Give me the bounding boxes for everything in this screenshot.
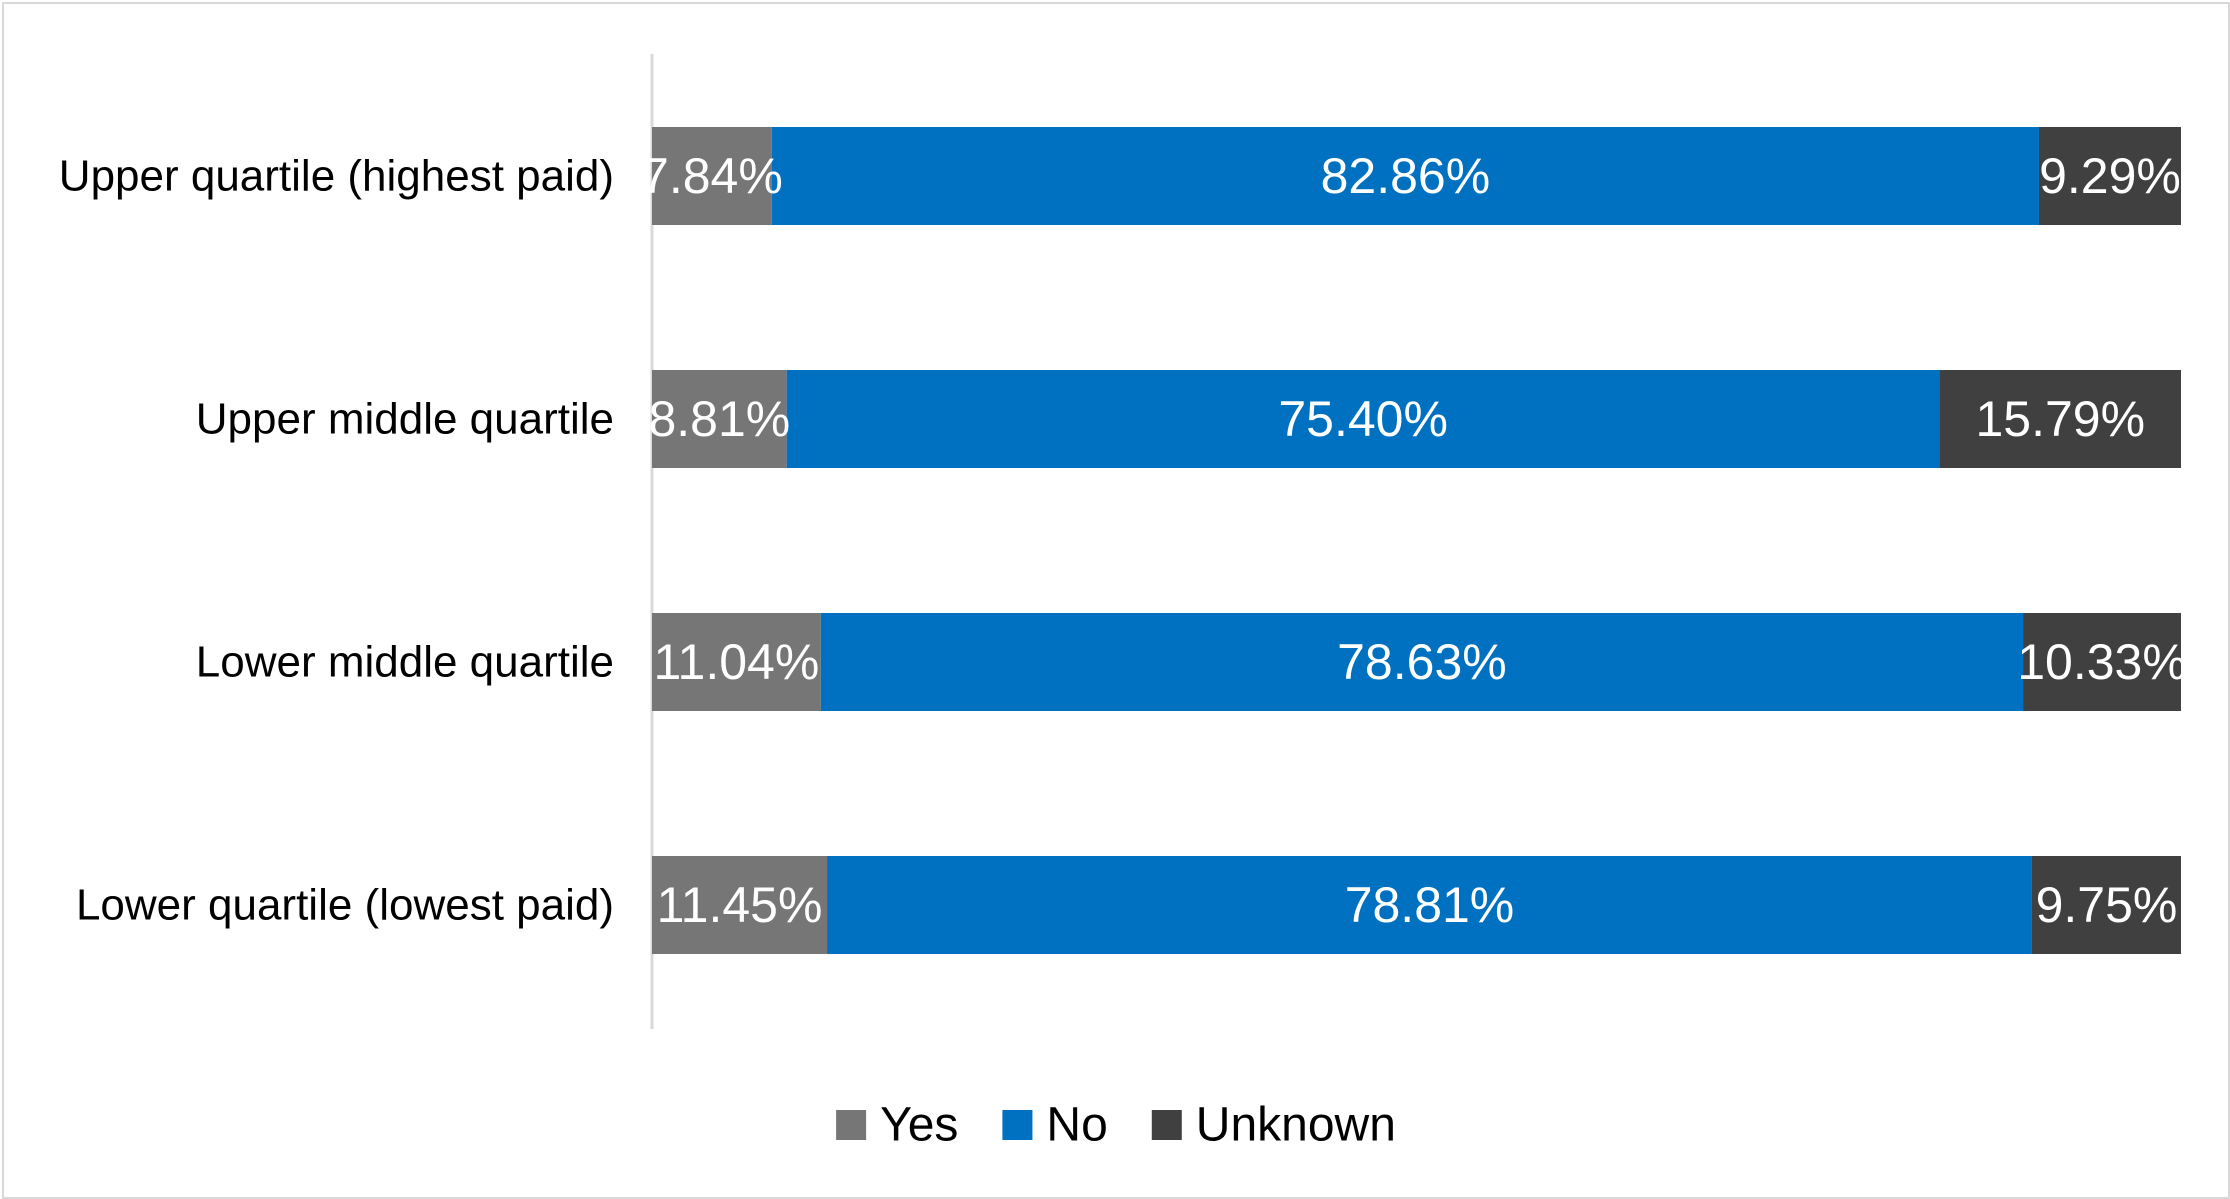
- bar-segment-no: [786, 370, 1940, 468]
- data-label-no: 78.63%: [1337, 634, 1507, 690]
- data-labels: 7.84% 82.86% 9.29% 8.81% 75.40% 15.79% 11.04% 7…: [641, 148, 2187, 933]
- data-label-yes: 11.45%: [657, 877, 823, 933]
- bar-segment-yes: [652, 370, 787, 468]
- bar-segment-unknown: [2031, 856, 2181, 954]
- data-label-no: 82.86%: [1321, 148, 1491, 204]
- legend: Yes No Unknown: [836, 1099, 1396, 1152]
- category-labels: Upper quartile (highest paid) Upper middl…: [59, 152, 614, 930]
- bar-segment-no: [827, 856, 2032, 954]
- data-label-yes: 8.81%: [648, 391, 790, 447]
- data-label-no: 75.40%: [1278, 391, 1448, 447]
- legend-label-yes: Yes: [880, 1099, 958, 1152]
- legend-swatch-yes: [836, 1110, 867, 1140]
- data-label-yes: 11.04%: [653, 634, 819, 690]
- bar-segment-unknown: [1939, 370, 2181, 468]
- bar-segment-yes: [652, 127, 772, 225]
- bar-segment-unknown: [2023, 613, 2181, 711]
- data-label-unknown: 15.79%: [1975, 391, 2145, 447]
- bar-segment-unknown: [2038, 127, 2181, 225]
- legend-swatch-no: [1002, 1110, 1033, 1140]
- category-label: Upper quartile (highest paid): [59, 152, 614, 201]
- legend-label-no: No: [1046, 1099, 1107, 1152]
- legend-label-unknown: Unknown: [1196, 1099, 1396, 1152]
- bar-segment-yes: [652, 856, 828, 954]
- data-label-unknown: 9.75%: [2036, 877, 2178, 933]
- category-label: Lower quartile (lowest paid): [76, 881, 614, 930]
- data-label-no: 78.81%: [1345, 877, 1515, 933]
- data-label-unknown: 10.33%: [2017, 634, 2187, 690]
- bars-layer: [652, 127, 2181, 954]
- legend-swatch-unknown: [1151, 1110, 1182, 1140]
- category-label: Lower middle quartile: [196, 638, 614, 687]
- data-label-unknown: 9.29%: [2039, 148, 2181, 204]
- data-label-yes: 7.84%: [641, 148, 783, 204]
- category-label: Upper middle quartile: [196, 395, 614, 444]
- bar-segment-no: [771, 127, 2039, 225]
- bar-segment-no: [820, 613, 2024, 711]
- stacked-bar-chart: Upper quartile (highest paid) Upper middl…: [59, 54, 2187, 1152]
- bar-segment-yes: [652, 613, 821, 711]
